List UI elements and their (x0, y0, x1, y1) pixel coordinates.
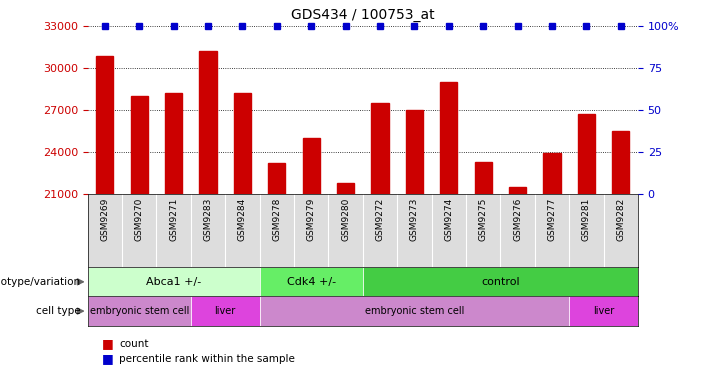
Bar (259, 267, 363, 296)
Text: GSM9269: GSM9269 (100, 198, 109, 241)
Text: ■: ■ (102, 352, 114, 365)
Bar (372, 103, 388, 194)
Text: genotype/variation: genotype/variation (0, 277, 81, 287)
Text: embryonic stem cell: embryonic stem cell (90, 306, 189, 316)
Text: liver: liver (215, 306, 236, 316)
Text: control: control (481, 277, 519, 287)
Bar (363, 267, 638, 296)
Text: GSM9279: GSM9279 (306, 198, 315, 241)
Text: GSM9272: GSM9272 (376, 198, 384, 241)
Text: cell type: cell type (36, 306, 81, 316)
Text: count: count (119, 339, 149, 349)
Bar (191, 296, 259, 326)
Bar (165, 93, 182, 194)
Bar (234, 93, 251, 194)
Bar (88, 296, 191, 326)
Text: GSM9283: GSM9283 (203, 198, 212, 241)
Bar (475, 162, 491, 194)
Text: GSM9273: GSM9273 (410, 198, 419, 241)
Text: GSM9270: GSM9270 (135, 198, 144, 241)
Bar (612, 131, 629, 194)
Bar (337, 183, 354, 194)
Bar (259, 296, 569, 326)
Bar (509, 187, 526, 194)
Text: liver: liver (593, 306, 614, 316)
Bar (303, 138, 320, 194)
Bar (268, 163, 285, 194)
Bar (96, 56, 114, 194)
Text: ■: ■ (102, 337, 114, 351)
Text: GSM9277: GSM9277 (547, 198, 557, 241)
Text: Abca1 +/-: Abca1 +/- (146, 277, 201, 287)
Bar (578, 114, 595, 194)
Text: GSM9271: GSM9271 (169, 198, 178, 241)
Text: GSM9280: GSM9280 (341, 198, 350, 241)
Text: GSM9274: GSM9274 (444, 198, 454, 241)
Text: GSM9278: GSM9278 (272, 198, 281, 241)
Bar (130, 96, 148, 194)
Bar (88, 267, 259, 296)
Bar (440, 82, 457, 194)
Text: Cdk4 +/-: Cdk4 +/- (287, 277, 336, 287)
Text: GSM9282: GSM9282 (616, 198, 625, 241)
Bar (406, 110, 423, 194)
Bar (199, 51, 217, 194)
Text: embryonic stem cell: embryonic stem cell (365, 306, 464, 316)
Bar (569, 296, 638, 326)
Title: GDS434 / 100753_at: GDS434 / 100753_at (291, 8, 435, 22)
Text: GSM9276: GSM9276 (513, 198, 522, 241)
Bar (543, 153, 561, 194)
Text: GSM9281: GSM9281 (582, 198, 591, 241)
Text: percentile rank within the sample: percentile rank within the sample (119, 354, 295, 364)
Text: GSM9284: GSM9284 (238, 198, 247, 241)
Text: GSM9275: GSM9275 (479, 198, 488, 241)
